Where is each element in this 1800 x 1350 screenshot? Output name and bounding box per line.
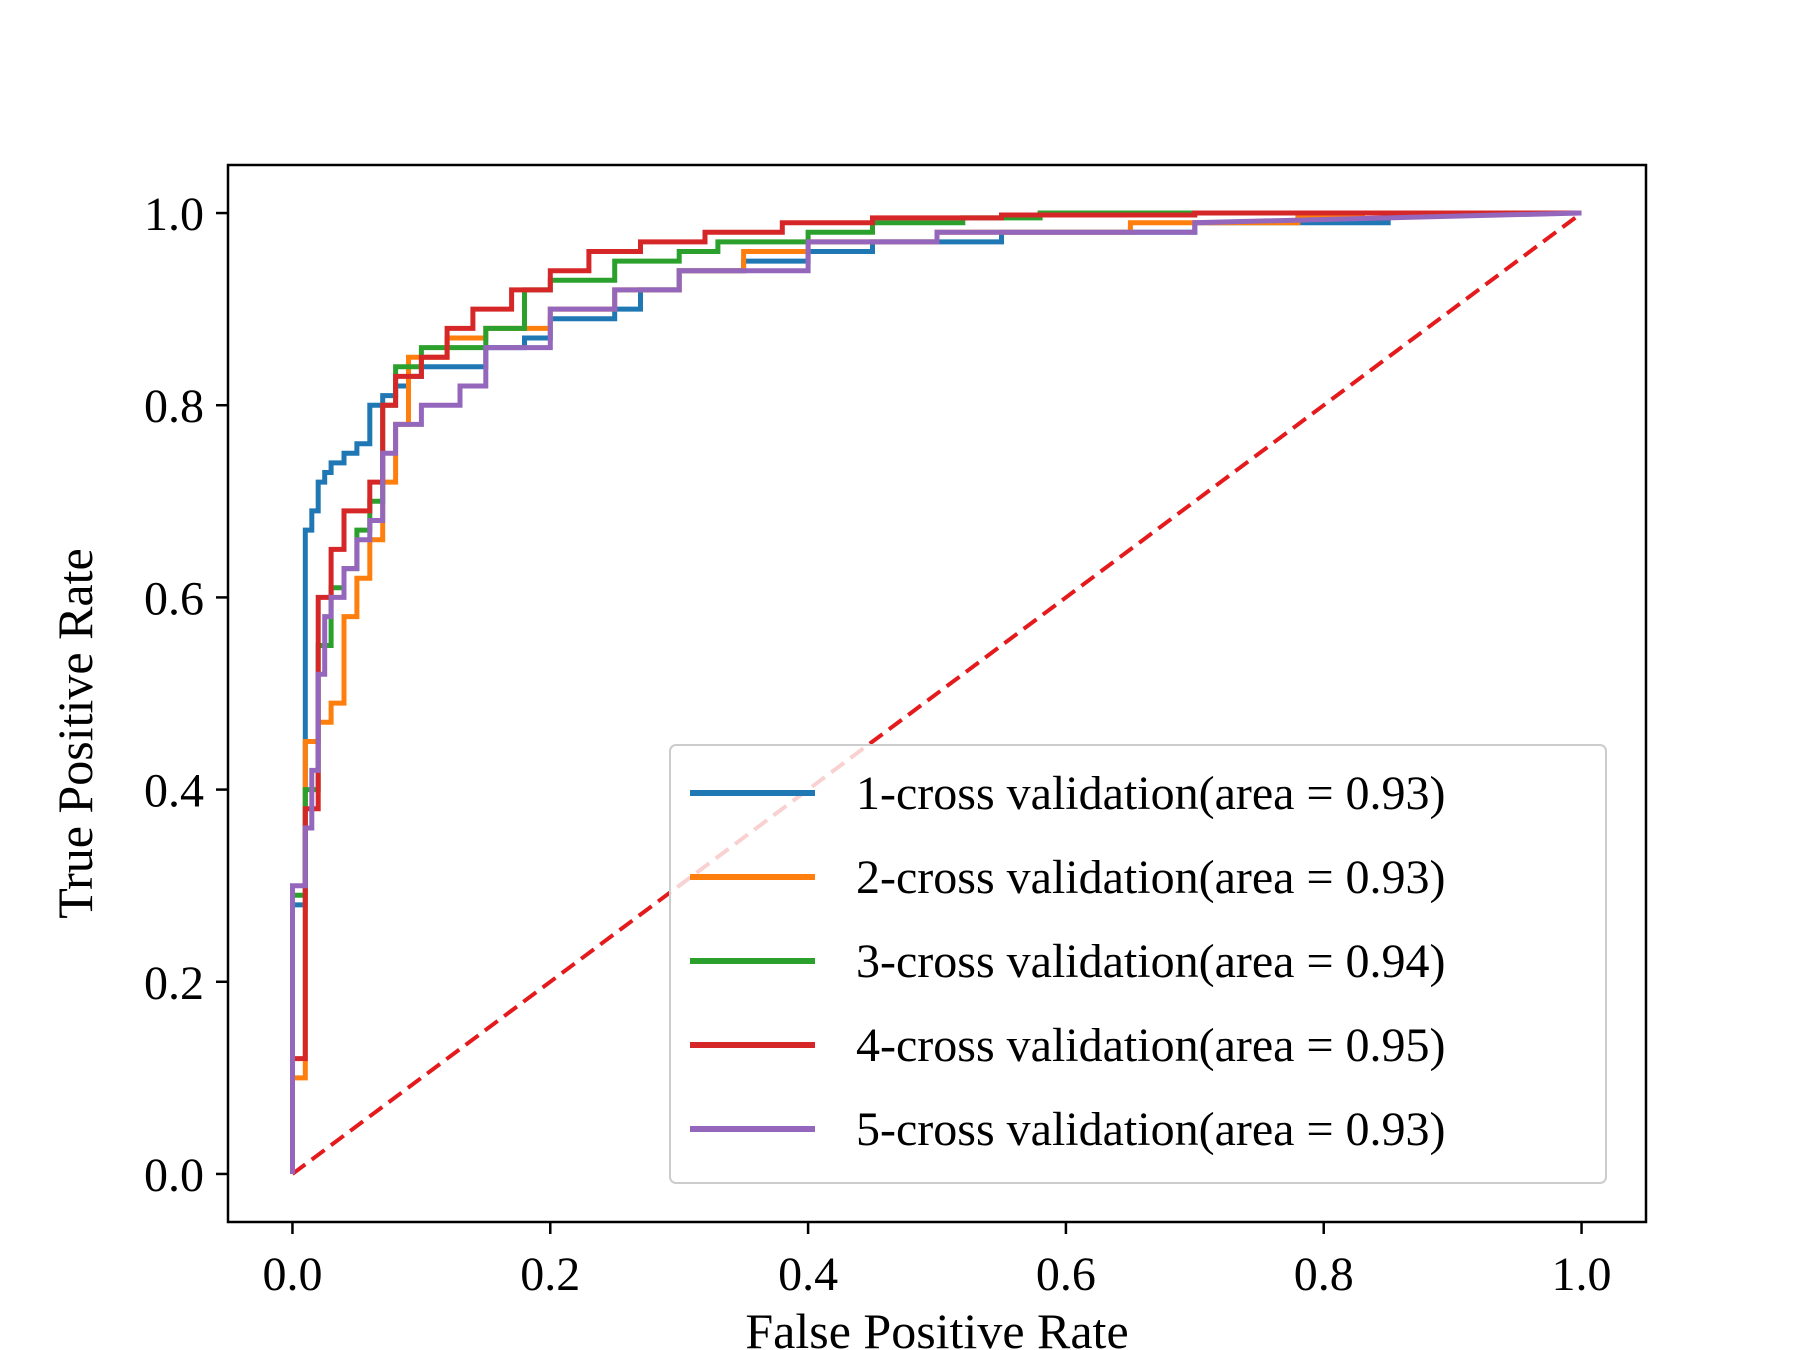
legend-label: 2-cross validation(area = 0.93) [856, 851, 1446, 904]
y-tick-label: 0.8 [144, 380, 204, 433]
x-tick-label: 0.2 [520, 1248, 580, 1301]
x-tick-label: 1.0 [1552, 1248, 1612, 1301]
y-tick-label: 1.0 [144, 188, 204, 241]
series-line-4 [290, 210, 1582, 1174]
legend: 1-cross validation(area = 0.93) 2-cross v… [669, 744, 1607, 1184]
legend-label: 5-cross validation(area = 0.93) [856, 1103, 1446, 1156]
series-layer [290, 210, 1582, 1174]
x-tick-label: 0.6 [1036, 1248, 1096, 1301]
x-tick-label: 0.0 [262, 1248, 322, 1301]
legend-box [669, 744, 1607, 1184]
legend-label: 1-cross validation(area = 0.93) [856, 767, 1446, 820]
y-axis-ticks: 0.0 0.2 0.4 0.6 0.8 1.0 [144, 188, 228, 1202]
legend-label: 3-cross validation(area = 0.94) [856, 935, 1446, 988]
x-axis-title: False Positive Rate [745, 1303, 1128, 1350]
plot-area [226, 163, 1648, 1224]
y-tick-label: 0.4 [144, 765, 204, 818]
x-tick-label: 0.8 [1294, 1248, 1354, 1301]
legend-items: 1-cross validation(area = 0.93) 2-cross v… [690, 767, 1446, 1156]
reference-diagonal-line [291, 211, 1583, 1176]
y-axis-title: True Positive Rate [47, 548, 103, 918]
y-tick-label: 0.6 [144, 572, 204, 625]
y-tick-label: 0.0 [144, 1149, 204, 1202]
axes-frame [226, 163, 1648, 1224]
series-line-5 [290, 210, 1582, 1174]
legend-label: 4-cross validation(area = 0.95) [856, 1019, 1446, 1072]
x-tick-label: 0.4 [778, 1248, 838, 1301]
x-axis-ticks: 0.0 0.2 0.4 0.6 0.8 1.0 [262, 1222, 1612, 1301]
y-tick-label: 0.2 [144, 957, 204, 1010]
